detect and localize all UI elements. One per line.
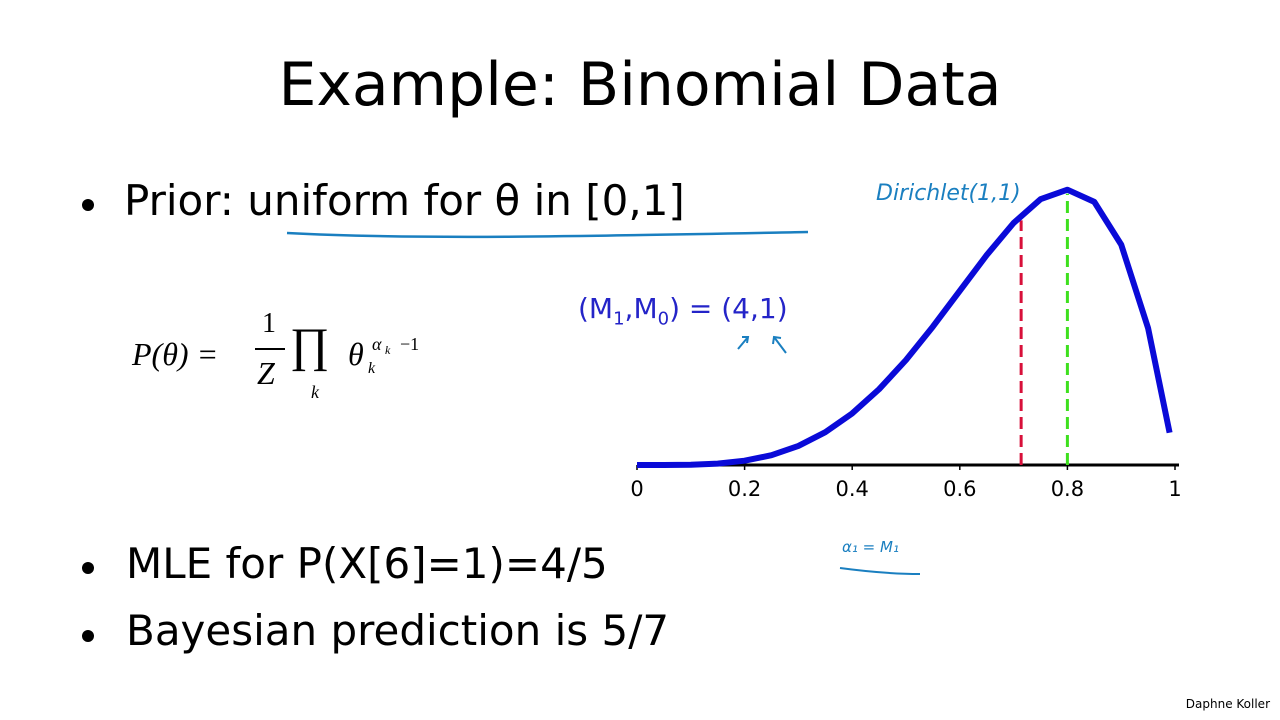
bullet-dot	[82, 630, 94, 642]
formula-exp-tail: −1	[400, 334, 420, 354]
counts: (M1,M0) = (4,1)	[578, 292, 788, 330]
formula-denominator: Z	[257, 355, 275, 391]
underline	[839, 567, 921, 575]
bullet-dot	[82, 562, 94, 574]
footer: Daphne Koller	[1186, 697, 1270, 711]
formula-exp-sub: k	[385, 343, 391, 357]
x-tick-label: 1	[1168, 477, 1181, 501]
bullet-underlined: uniform for θ in [0,1]	[247, 176, 685, 225]
bullet: Bayesian prediction is 5/7	[126, 606, 670, 655]
bullet: Prior: uniform for θ in [0,1]	[124, 176, 685, 225]
arrow	[737, 336, 750, 350]
formula-lhs: P(θ) =	[132, 336, 219, 372]
counts-sub: 1	[613, 308, 625, 330]
x-tick-label: 0	[630, 477, 643, 501]
counts-part: ,M	[624, 292, 658, 325]
x-tick-label: 0.8	[1051, 477, 1084, 501]
counts-part: (M	[578, 292, 614, 325]
handwritten-note: α₁ = M₁	[842, 538, 899, 556]
formula-base: θ	[348, 336, 364, 372]
bullet-lead: Prior:	[124, 176, 234, 225]
arrow	[772, 335, 787, 354]
bullet: MLE for P(X[6]=1)=4/5	[126, 539, 608, 588]
handwritten-note: Dirichlet(1,1)	[876, 181, 1021, 206]
fraction-bar	[255, 348, 285, 350]
counts-part: ) = (4,1)	[669, 292, 788, 325]
bullet-dot	[82, 199, 94, 211]
x-tick-label: 0.2	[728, 477, 761, 501]
formula-sub: k	[368, 360, 376, 377]
underline	[286, 230, 809, 239]
x-tick-label: 0.4	[835, 477, 868, 501]
title: Example: Binomial Data	[278, 50, 1002, 120]
curve	[637, 186, 1173, 468]
counts-sub: 0	[657, 308, 670, 330]
formula-exp: α	[372, 334, 382, 354]
formula-numerator: 1	[262, 308, 276, 339]
formula-index: k	[311, 382, 319, 402]
formula-product: ∏	[290, 319, 330, 372]
x-tick-label: 0.6	[943, 477, 976, 501]
